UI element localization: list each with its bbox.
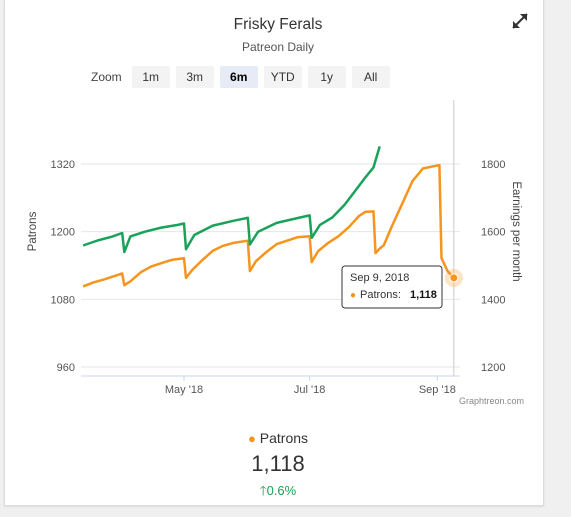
y-tick-left: 1200: [51, 227, 75, 239]
chart-card: Frisky Ferals Patreon Daily Zoom 1m 3m 6…: [4, 0, 544, 506]
chart-axes: 960 1080 1200 1320 1200 1400 1600 1800 May '18 Ju…: [27, 159, 524, 406]
chart-marker: [444, 100, 463, 376]
chart-subtitle: Patreon Daily: [241, 40, 315, 54]
zoom-controls: Zoom 1m 3m 6m YTD 1y All: [91, 66, 390, 88]
chart-title: Frisky Ferals: [233, 16, 323, 33]
y-tick-right: 1800: [481, 159, 505, 171]
legend-label: Patrons: [259, 430, 309, 446]
line-chart: 960 1080 1200 1320 1200 1400 1600 1800 May '18 Ju…: [27, 100, 524, 406]
zoom-button-1y[interactable]: 1y: [307, 66, 346, 88]
hover-point: [449, 273, 459, 283]
series-line-patrons: [82, 163, 455, 288]
chart-series: [82, 146, 455, 288]
current-value: 1,118: [251, 451, 305, 476]
y-axis-title-right: Earnings per month: [510, 181, 522, 281]
zoom-button-6m[interactable]: 6m: [219, 66, 258, 88]
zoom-button-1m[interactable]: 1m: [131, 66, 170, 88]
legend-dot-icon: ●: [247, 431, 256, 446]
legend[interactable]: ● Patrons: [5, 430, 551, 446]
series-line-earnings: [82, 146, 381, 254]
change-value: 0.6%: [266, 483, 297, 498]
x-tick-label: Jul '18: [294, 384, 325, 396]
y-tick-left: 960: [57, 362, 75, 374]
zoom-button-ytd[interactable]: YTD: [263, 66, 302, 88]
y-tick-right: 1400: [481, 294, 505, 306]
expand-arrows-icon[interactable]: [509, 10, 531, 32]
y-axis-title-left: Patrons: [27, 211, 39, 251]
arrow-up-icon: 🡑: [259, 483, 267, 498]
x-tick-label: Sep '18: [419, 384, 456, 396]
tooltip-box: [341, 265, 443, 309]
tooltip-series: Patrons:: [360, 289, 401, 301]
y-tick-left: 1080: [51, 294, 75, 306]
tooltip-date: Sep 9, 2018: [350, 272, 409, 284]
tooltip-dot-icon: ●: [350, 290, 356, 301]
x-tick-label: May '18: [165, 384, 203, 396]
zoom-button-all[interactable]: All: [351, 66, 390, 88]
zoom-button-3m[interactable]: 3m: [175, 66, 214, 88]
y-tick-left: 1320: [51, 159, 75, 171]
credit-label: Graphtreon.com: [459, 396, 524, 406]
y-tick-right: 1200: [481, 362, 505, 374]
tooltip-value: 1,118: [410, 289, 437, 301]
zoom-label: Zoom: [91, 70, 122, 84]
y-tick-right: 1600: [481, 227, 505, 239]
change-indicator: 🡑0.6%: [5, 482, 551, 504]
chart-tooltip: Sep 9, 2018 ● Patrons: 1,118: [341, 265, 443, 309]
